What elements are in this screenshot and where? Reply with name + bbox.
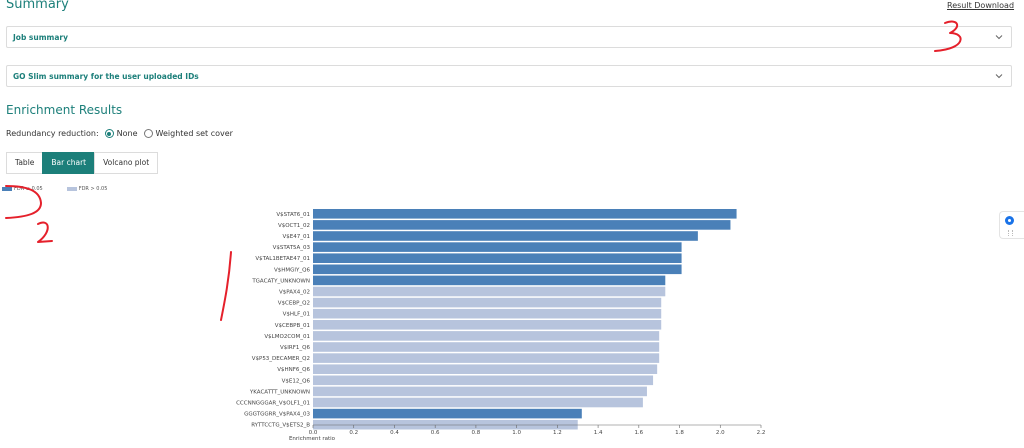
view-tabs: Table Bar chart Volcano plot (6, 152, 159, 174)
radio-none[interactable] (104, 129, 114, 138)
drag-handle-icon[interactable] (1008, 230, 1013, 236)
radio-weighted-set-cover-label[interactable]: Weighted set cover (155, 129, 233, 138)
radio-none-label[interactable]: None (116, 129, 138, 138)
x-tick-label: 2.2 (757, 430, 766, 436)
bar (313, 408, 582, 419)
redundancy-label: Redundancy reduction: (6, 129, 99, 138)
category-label: V$HNF6_Q6 (277, 367, 310, 373)
x-tick-label: 2.0 (716, 430, 725, 436)
bar (313, 286, 666, 297)
x-tick-label: 0.2 (349, 430, 358, 436)
redundancy-reduction: Redundancy reduction: None Weighted set … (6, 129, 233, 138)
x-tick-label: 0.0 (309, 430, 318, 436)
job-summary-panel[interactable]: Job summary (6, 26, 1012, 48)
x-tick-label: 0.6 (431, 430, 440, 436)
category-label: V$STAT5A_03 (273, 245, 311, 251)
go-slim-summary-label: GO Slim summary for the user uploaded ID… (13, 72, 199, 81)
tab-volcano-plot[interactable]: Volcano plot (94, 152, 159, 174)
category-label: RYTTCCTG_V$ETS2_B (251, 423, 310, 429)
chevron-down-icon (995, 74, 1003, 79)
category-label: V$IRF1_Q6 (280, 345, 310, 351)
category-label: YKACATTT_UNKNOWN (249, 389, 310, 395)
chevron-down-icon (995, 35, 1003, 40)
x-tick-label: 1.2 (553, 430, 562, 436)
radio-weighted-set-cover[interactable] (143, 129, 153, 138)
bar (313, 353, 660, 363)
x-axis-label: Enrichment ratio (289, 436, 336, 442)
x-tick-label: 0.8 (472, 430, 481, 436)
bar (313, 231, 698, 241)
bar (313, 386, 647, 397)
category-label: V$HMGIY_Q6 (274, 267, 310, 273)
x-tick-label: 0.4 (390, 430, 399, 436)
tab-bar-chart[interactable]: Bar chart (42, 152, 96, 174)
floating-widget-button[interactable] (999, 211, 1024, 239)
x-tick-label: 1.4 (594, 430, 603, 436)
result-download-link[interactable]: Result Download (947, 1, 1015, 10)
bar (313, 297, 662, 308)
category-label: GGGTGGRR_V$PAX4_03 (244, 412, 310, 418)
category-label: V$CEBP_Q2 (278, 301, 310, 307)
bar (313, 264, 682, 275)
bar (313, 209, 737, 219)
category-label: V$PAX4_02 (279, 290, 310, 296)
enrichment-results-title: Enrichment Results (6, 103, 123, 117)
tab-table[interactable]: Table (6, 152, 44, 174)
category-label: V$HLF_01 (283, 312, 310, 318)
bar (313, 375, 654, 386)
bar (313, 253, 682, 263)
legend-label-nonsignificant: FDR > 0.05 (78, 186, 108, 192)
bar (313, 320, 662, 330)
bar (313, 308, 662, 319)
legend-swatch-nonsignificant (66, 187, 77, 191)
category-label: V$E47_01 (283, 234, 310, 240)
category-label: V$LMO2COM_01 (264, 334, 310, 340)
category-label: V$CEBPB_01 (275, 323, 310, 329)
category-label: V$STAT6_01 (276, 212, 310, 218)
legend-item-nonsignificant: FDR > 0.05 (66, 186, 108, 192)
category-label: V$TAL1BETAE47_01 (255, 256, 310, 262)
x-tick-label: 1.8 (675, 430, 684, 436)
bar (313, 397, 643, 408)
bar (313, 364, 658, 374)
x-tick-label: 1.0 (512, 430, 521, 436)
category-label: TGACATY_UNKNOWN (251, 278, 310, 284)
category-label: V$P53_DECAMER_Q2 (252, 356, 310, 362)
go-slim-summary-panel[interactable]: GO Slim summary for the user uploaded ID… (6, 65, 1012, 87)
bar (313, 275, 666, 286)
category-label: V$E12_Q6 (282, 378, 311, 384)
bar (313, 342, 660, 352)
bar (313, 242, 682, 252)
page-title: Summary (6, 0, 69, 12)
bar (313, 220, 731, 230)
bar (313, 331, 660, 341)
category-label: V$OCT1_02 (278, 223, 310, 229)
x-tick-label: 1.6 (634, 430, 643, 436)
location-pin-icon (1005, 216, 1014, 225)
job-summary-label: Job summary (13, 33, 69, 42)
category-label: CCCNNGGGAR_V$OLF1_01 (236, 401, 310, 407)
